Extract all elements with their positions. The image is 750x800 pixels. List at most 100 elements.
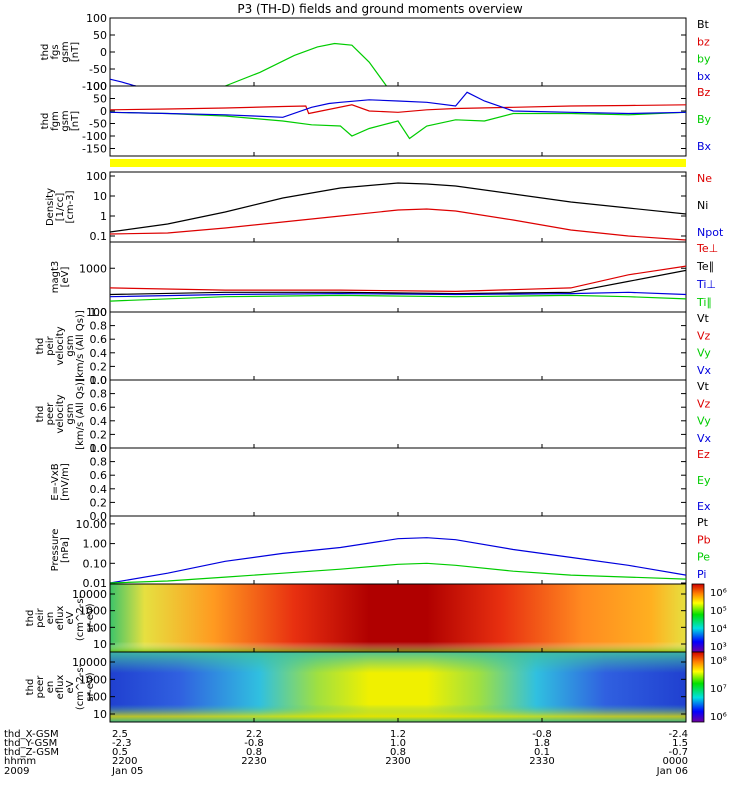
legend-entry: Ti⊥	[696, 278, 716, 291]
y-label-line: thd	[40, 44, 51, 61]
y-tick-label: 0.0	[90, 374, 108, 387]
y-tick-label: 100	[86, 80, 107, 93]
y-label-line: velocity	[55, 326, 66, 365]
legend-entry: Vx	[697, 432, 712, 445]
legend-entry: Pi	[697, 568, 706, 581]
ephemeris-x: 2.5	[112, 729, 128, 740]
y-tick-label: 10	[93, 190, 107, 203]
y-label-line: gsm	[65, 403, 76, 424]
y-axis-label: thd peir velocity gsm [km/s (All Qs)]	[35, 310, 86, 382]
ephemeris-y: 1.0	[390, 738, 406, 749]
y-axis-label: thd peir en eflux eV (cm^2-s-sr-eV)	[25, 594, 96, 641]
legend-entry: Ex	[697, 500, 711, 513]
ephemeris-y: 1.8	[534, 738, 550, 749]
colorbar-tick: 10⁵	[710, 606, 727, 617]
y-label-line: thd	[35, 338, 46, 355]
y-tick-label: 10000	[72, 656, 107, 669]
series-Bz	[109, 104, 687, 115]
legend-entry: bx	[697, 70, 711, 83]
y-label-line: [km/s (All Qs)]	[75, 378, 86, 450]
y-tick-label: 100	[86, 306, 107, 319]
ephemeris-time: 2230	[241, 756, 266, 767]
y-label-line: en	[45, 612, 56, 625]
axes-frame	[109, 515, 687, 585]
ephemeris-date: Jan 05	[111, 766, 143, 777]
legend-entry: Te∥	[696, 260, 714, 273]
y-tick-label: 0.2	[90, 428, 108, 441]
y-axis-label: Density [1/cc] [cm-3]	[45, 188, 76, 226]
y-tick-label: 1.0	[90, 442, 108, 455]
y-axis-label: thd fgm gsm [nT]	[40, 110, 81, 131]
ephemeris-z: 0.1	[534, 747, 550, 758]
y-label-line: eV	[65, 680, 76, 693]
ephemeris-y: 1.5	[672, 738, 688, 749]
y-label-line: (cm^2-s-	[75, 594, 86, 641]
y-label-line: en	[45, 681, 56, 694]
series-by	[224, 42, 387, 87]
y-tick-label: 100	[86, 170, 107, 183]
ephemeris-time: 2330	[529, 756, 554, 767]
legend-entry: Vy	[697, 347, 711, 360]
legend-entry: Ni	[697, 199, 708, 212]
series-Pe	[109, 562, 687, 584]
y-label-line: gsm	[65, 335, 76, 356]
y-tick-label: 0.1	[90, 230, 108, 243]
legend-entry: Bt	[697, 18, 710, 31]
y-axis-label: E=-VxB [mV/m]	[50, 463, 71, 501]
y-label-line: gsm	[60, 110, 71, 131]
colorbar-tick: 10⁷	[710, 684, 727, 695]
ephemeris-x: 1.2	[390, 729, 406, 740]
y-tick-label: 100	[86, 691, 107, 704]
ephemeris-row-label: 2009	[4, 766, 29, 777]
y-label-line: Pressure	[50, 529, 61, 572]
y-label-line: thd	[25, 610, 36, 627]
series-Ti∥	[109, 294, 687, 302]
legend-entry: bz	[697, 35, 710, 48]
colorbar-peer_eflux	[691, 651, 705, 723]
y-label-line: fgm	[50, 111, 61, 131]
ephemeris-time: 2200	[112, 756, 137, 767]
y-tick-label: 1	[100, 210, 107, 223]
y-tick-label: -50	[89, 63, 107, 76]
legend-entry: Vz	[697, 329, 711, 342]
ephemeris-x: -2.4	[668, 729, 688, 740]
ephemeris-x: -0.8	[532, 729, 552, 740]
colorbar-peir_eflux	[691, 583, 705, 653]
y-tick-label: 50	[93, 93, 107, 106]
legend-entry: Ey	[697, 474, 711, 487]
colorbar-tick: 10⁴	[710, 624, 727, 635]
axes-frame	[109, 17, 687, 87]
legend-entry: Pe	[697, 551, 710, 564]
y-tick-label: 1000	[79, 262, 107, 275]
y-label-line: Density	[45, 188, 56, 226]
y-axis-label: thd peer velocity gsm [km/s (All Qs)]	[35, 378, 86, 450]
y-label-line: thd	[40, 113, 51, 130]
colorbar-tick: 10³	[710, 642, 727, 653]
ephemeris-z: 0.8	[390, 747, 406, 758]
series-Ni	[109, 182, 687, 233]
legend-entry: Pt	[697, 516, 709, 529]
spectrogram-shade-peir_eflux	[110, 584, 686, 652]
ephemeris-row-label: hhmm	[4, 756, 36, 767]
y-tick-label: 10	[93, 708, 107, 721]
ephemeris-y: -0.8	[244, 738, 264, 749]
y-tick-label: 0.0	[90, 510, 108, 523]
y-tick-label: 50	[93, 29, 107, 42]
y-axis-label: thd fgs gsm [nT]	[40, 41, 81, 62]
y-tick-label: 1.00	[83, 538, 108, 551]
y-axis-label: magt3 [eV]	[50, 261, 71, 294]
y-label-line: [nT]	[70, 42, 81, 62]
series-bx	[109, 78, 137, 87]
y-tick-label: 0.2	[90, 496, 108, 509]
legend-entry: Vt	[697, 380, 710, 393]
status-bar	[110, 159, 686, 167]
colorbar-tick: 10⁸	[710, 656, 727, 667]
ephemeris-row-label: thd_X-GSM	[4, 729, 59, 740]
ephemeris-y: -2.3	[112, 738, 132, 749]
y-tick-label: 0	[100, 105, 107, 118]
y-label-line: peir	[45, 335, 56, 355]
